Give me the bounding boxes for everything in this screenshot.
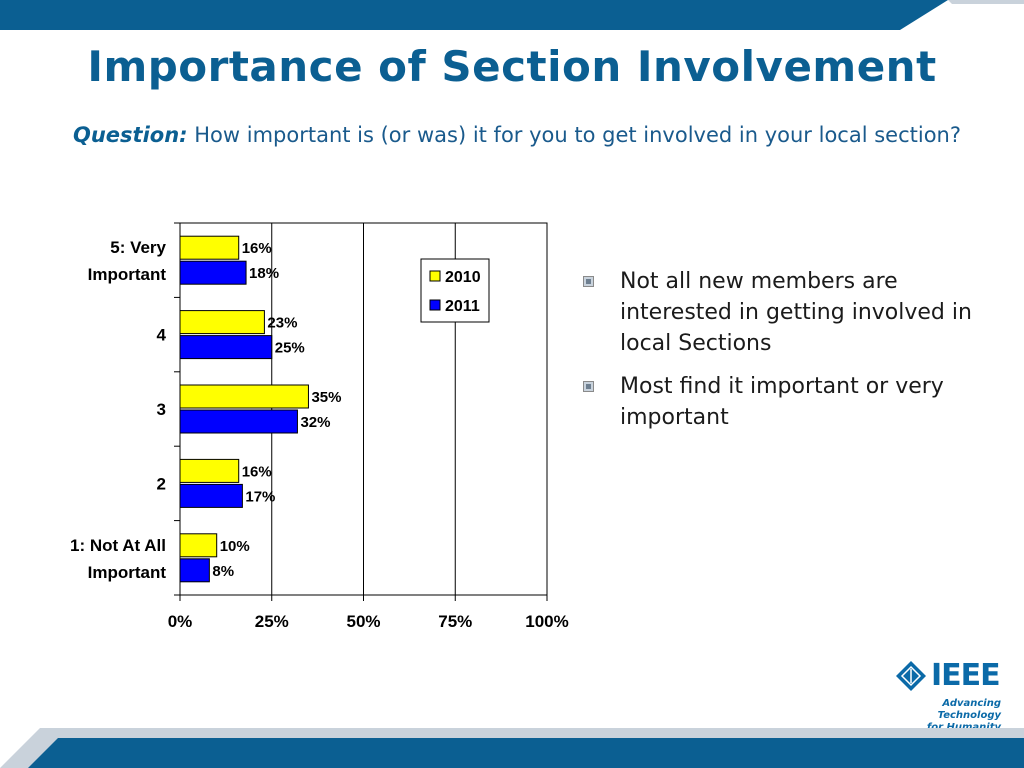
data-label: 16% <box>242 463 272 480</box>
bullet-list: Not all new members are interested in ge… <box>580 266 980 445</box>
question-text: Question: How important is (or was) it f… <box>50 120 984 151</box>
y-category-label: 4 <box>157 326 167 345</box>
ieee-diamond-icon <box>896 661 926 691</box>
bullet-item: Not all new members are interested in ge… <box>580 266 980 359</box>
y-category-label: 1: Not At All Important <box>70 536 166 582</box>
legend-swatch <box>429 270 441 282</box>
bar-2011 <box>179 409 298 434</box>
logo-tagline-line2: for Humanity <box>926 722 1001 733</box>
bar-2010 <box>179 235 240 260</box>
data-label: 17% <box>245 488 275 505</box>
x-tick-label: 0% <box>168 612 193 631</box>
bar-2011 <box>179 260 247 285</box>
bar-2010 <box>179 310 265 335</box>
data-label: 35% <box>311 389 341 406</box>
data-label: 18% <box>249 265 279 282</box>
data-label: 10% <box>220 538 250 555</box>
x-tick-label: 25% <box>255 612 289 631</box>
legend-label: 2011 <box>445 298 480 315</box>
square-bullet-icon <box>583 381 594 392</box>
bar-2011 <box>179 483 243 508</box>
bullet-text: Not all new members are interested in ge… <box>620 269 972 356</box>
y-category-label: 3 <box>157 400 166 419</box>
bullet-text: Most find it important or very important <box>620 374 944 430</box>
legend-swatch <box>429 299 441 311</box>
data-label: 25% <box>275 340 305 357</box>
square-bullet-icon <box>583 276 594 287</box>
ieee-logo: IEEE Advancing Technology for Humanity <box>893 658 1003 733</box>
data-label: 16% <box>242 240 272 257</box>
question-label: Question: <box>73 123 188 147</box>
logo-tagline: Advancing Technology for Humanity <box>893 698 1001 734</box>
question-body: How important is (or was) it for you to … <box>194 123 961 147</box>
bar-2010 <box>179 458 240 483</box>
bar-chart: 0% 25% 50% 75% 100%5: Very Important16%18%423… <box>70 222 569 631</box>
data-label: 32% <box>300 414 330 431</box>
x-tick-label: 100% <box>525 612 568 631</box>
bullet-item: Most find it important or very important <box>580 371 980 433</box>
logo-wordmark: IEEE <box>931 658 1001 693</box>
x-tick-label: 75% <box>438 612 472 631</box>
bottom-banner <box>0 728 1024 768</box>
legend <box>420 258 490 323</box>
bar-2010 <box>179 384 309 409</box>
bar-2011 <box>179 335 273 360</box>
y-category-label: 5: Very Important <box>88 238 167 284</box>
data-label: 8% <box>212 563 234 580</box>
logo-tagline-line1: Advancing Technology <box>937 698 1001 721</box>
legend-label: 2010 <box>445 269 481 286</box>
data-label: 23% <box>267 315 297 332</box>
x-tick-label: 50% <box>346 612 380 631</box>
bar-2011 <box>179 558 210 583</box>
top-banner <box>0 0 1024 30</box>
page-title: Importance of Section Involvement <box>87 42 937 91</box>
y-category-label: 2 <box>157 474 166 493</box>
bar-2010 <box>179 533 218 558</box>
